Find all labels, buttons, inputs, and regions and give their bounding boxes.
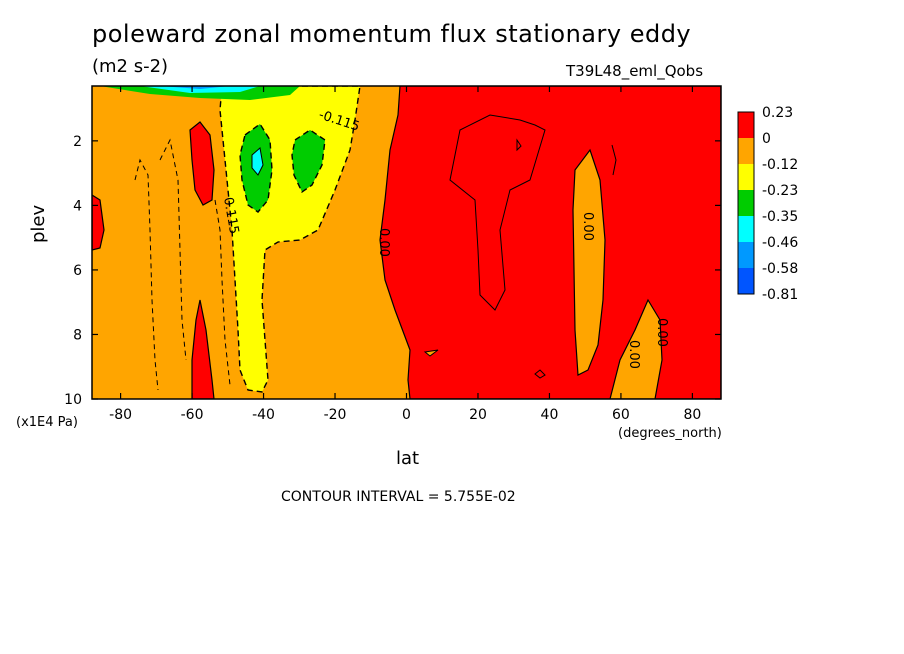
legend-label: -0.81 [762,287,798,303]
fill-red-sh-3 [191,299,215,399]
contour-solid-3 [516,138,522,152]
x-tick-label: -20 [324,407,347,423]
y-tick-label: 4 [73,198,82,214]
chart-title: poleward zonal momentum flux stationary … [92,20,692,48]
legend-swatch [738,164,754,190]
contour-interval-text: CONTOUR INTERVAL = 5.755E-02 [281,489,516,505]
x-tick-label: 60 [612,407,630,423]
legend-label: -0.35 [762,209,798,225]
contour-label: 0.00 [654,318,669,347]
x-tick-label: 40 [541,407,559,423]
y-tick-label: 6 [73,263,82,279]
legend-swatch [738,138,754,164]
contour-solid-2 [611,144,617,176]
legend-label: -0.12 [762,157,798,173]
colorbar-legend: 0.23 0 -0.12 -0.23 -0.35 -0.46 -0.58 -0.81 [737,105,798,303]
legend-swatch [738,190,754,216]
legend-frame [737,111,755,295]
contour-dashed-1 [134,158,159,391]
fill-top-cyan [140,86,260,93]
fill-top-green [100,86,300,100]
dataset-label: T39L48_eml_Qobs [566,62,704,80]
legend-swatch [738,112,754,138]
fill-green-2 [291,129,326,194]
fill-red-sh-2 [92,194,105,251]
fill-orange-nh-tongue [572,148,606,376]
contour-dashed-2 [159,138,187,361]
y-tick-label: 2 [73,134,82,150]
contour-dashed-3 [214,199,231,386]
contour-label: 0.00 [376,228,391,257]
x-tick-label: 0 [402,407,411,423]
legend-swatch [738,216,754,242]
contour-fill-layer [92,86,721,399]
contour-solid-1 [449,114,546,311]
legend-label: 0 [762,131,771,147]
x-tick-label: 80 [683,407,701,423]
y-axis-unit: (x1E4 Pa) [16,415,78,430]
x-tick-label: -40 [252,407,275,423]
fill-red-sh-1 [189,121,215,206]
chart-units: (m2 s-2) [92,56,169,77]
legend-swatch [738,268,754,294]
fill-cyan [251,147,264,176]
contour-solid-4 [534,369,546,379]
y-tick-label: 8 [73,327,82,343]
legend-label: -0.46 [762,235,798,251]
legend-swatch [738,242,754,268]
x-tick-label: -80 [109,407,132,423]
legend-label: 0.23 [762,105,793,121]
fill-orange-nh-right [609,298,663,399]
y-axis-label: plev [28,204,49,243]
legend-label: -0.23 [762,183,798,199]
y-ticks: 2 4 6 8 10 [64,134,721,408]
x-tick-label: 20 [469,407,487,423]
fill-orange-nh-spot [423,349,439,357]
x-axis-label: lat [396,448,420,469]
contour-label: 0.00 [626,340,641,369]
contour-label: 0.115 [220,196,241,235]
x-tick-label: -60 [181,407,204,423]
legend-label: -0.58 [762,261,798,277]
x-ticks: -80 -60 -40 -20 0 20 40 60 80 [109,86,701,423]
x-axis-unit: (degrees_north) [618,426,722,441]
contour-label: 0.00 [580,212,595,241]
fill-red-nh [379,86,721,399]
y-tick-label: 10 [64,392,82,408]
